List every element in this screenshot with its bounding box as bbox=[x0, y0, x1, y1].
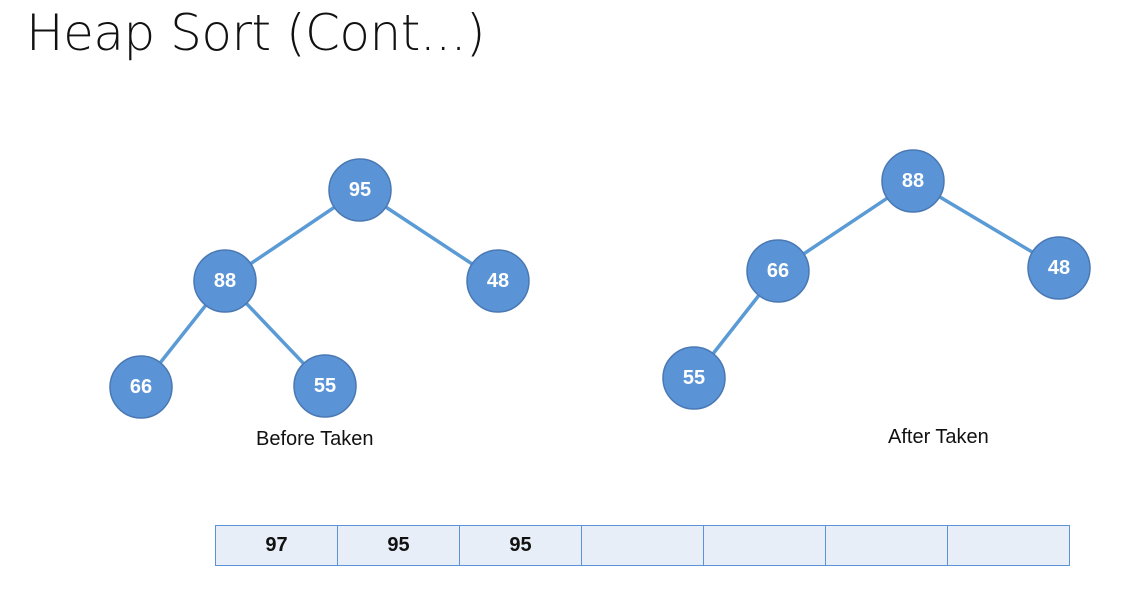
slide-title: Heap Sort (Cont...) bbox=[26, 4, 486, 62]
after-node-88: 88 bbox=[881, 149, 945, 213]
array-cell-1: 95 bbox=[338, 526, 460, 565]
after-node-66: 66 bbox=[746, 239, 810, 303]
after-node-circle bbox=[746, 239, 810, 303]
after-node-55: 55 bbox=[662, 346, 726, 410]
before-node-label: 66 bbox=[130, 376, 152, 398]
after-taken-caption: After Taken bbox=[888, 426, 989, 448]
after-node-label: 88 bbox=[902, 170, 924, 192]
after-node-circle bbox=[662, 346, 726, 410]
before-node-circle bbox=[293, 354, 357, 418]
after-node-circle bbox=[881, 149, 945, 213]
tree-edges bbox=[139, 179, 1060, 389]
array-cell-5 bbox=[826, 526, 948, 565]
before-node-label: 55 bbox=[314, 375, 336, 397]
after-node-circle bbox=[1027, 236, 1091, 300]
before-node-circle bbox=[109, 355, 173, 419]
before-node-label: 48 bbox=[487, 270, 509, 292]
before-node-label: 88 bbox=[214, 270, 236, 292]
after-node-48: 48 bbox=[1027, 236, 1091, 300]
before-node-circle bbox=[328, 158, 392, 222]
array-cell-2: 95 bbox=[460, 526, 582, 565]
tree-nodes: 95 88 48 66 55 88 66 48 55 bbox=[109, 149, 1091, 419]
after-node-label: 66 bbox=[767, 260, 789, 282]
after-node-label: 55 bbox=[683, 367, 705, 389]
before-node-label: 95 bbox=[349, 179, 371, 201]
after-node-label: 48 bbox=[1048, 257, 1070, 279]
array-cell-4 bbox=[704, 526, 826, 565]
array-cell-6 bbox=[948, 526, 1069, 565]
array-cell-3 bbox=[582, 526, 704, 565]
before-node-66: 66 bbox=[109, 355, 173, 419]
before-node-88: 88 bbox=[193, 249, 257, 313]
array-cell-0: 97 bbox=[216, 526, 338, 565]
before-taken-caption: Before Taken bbox=[256, 428, 374, 450]
before-node-circle bbox=[466, 249, 530, 313]
before-node-95: 95 bbox=[328, 158, 392, 222]
heap-array: 97 95 95 bbox=[215, 525, 1070, 566]
before-node-55: 55 bbox=[293, 354, 357, 418]
before-node-circle bbox=[193, 249, 257, 313]
before-node-48: 48 bbox=[466, 249, 530, 313]
